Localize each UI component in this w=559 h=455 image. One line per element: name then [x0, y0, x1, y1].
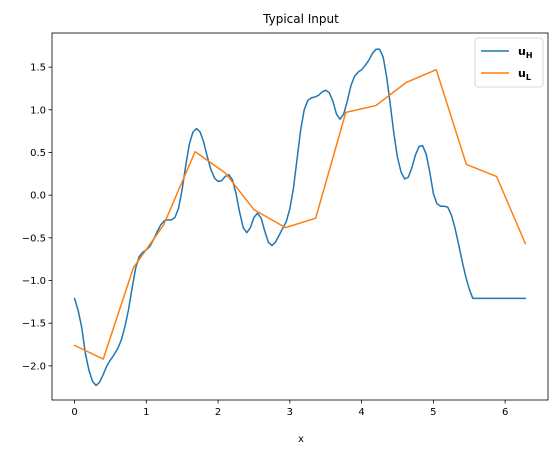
y-tick-label: 1.0	[30, 105, 46, 116]
y-tick-label: −1.0	[22, 276, 46, 287]
series-line-u-L	[73, 68, 527, 360]
x-tick-label: 4	[358, 407, 364, 418]
legend-box	[474, 37, 544, 88]
x-tick-label: 5	[430, 407, 436, 418]
x-tick-label: 2	[215, 407, 221, 418]
x-tick-label: 0	[71, 407, 77, 418]
y-tick-label: 1.5	[30, 63, 46, 74]
chart-title: Typical Input	[262, 12, 339, 26]
legend-label-subscript: L	[526, 73, 531, 82]
y-tick-label: −2.0	[22, 361, 46, 372]
x-tick-label: 1	[143, 407, 149, 418]
legend-label-subscript: H	[526, 51, 533, 60]
y-tick-label: 0.0	[30, 191, 46, 202]
x-tick-label: 6	[502, 407, 508, 418]
axes-frame	[51, 32, 549, 401]
x-axis-label: x	[298, 434, 304, 445]
x-tick-label: 3	[287, 407, 293, 418]
y-tick-label: −0.5	[22, 233, 46, 244]
plot-area	[73, 48, 527, 387]
y-tick-label: −1.5	[22, 319, 46, 330]
series-line-u-H	[73, 48, 527, 387]
axes: 0 1 2 3 4 5 6 −2.0 −1.5 −1.0 −0.5 0.0 0.5 1.0 1.5	[22, 32, 549, 418]
y-tick-label: 0.5	[30, 148, 46, 159]
